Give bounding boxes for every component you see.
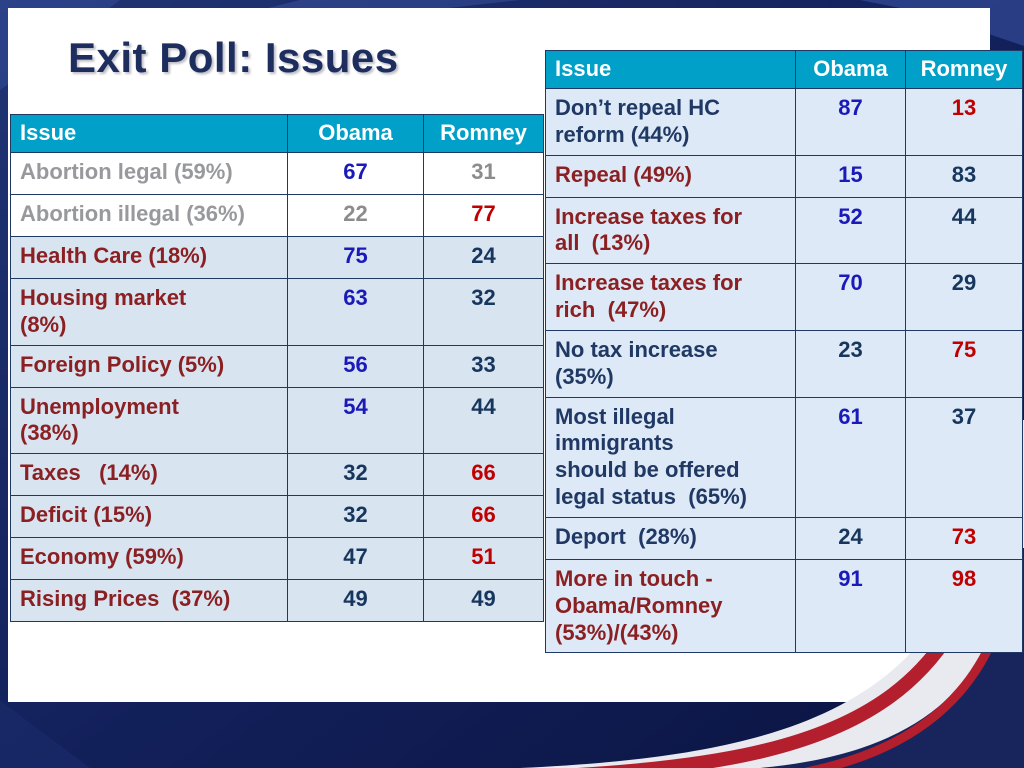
obama-value-cell: 91 [795,558,906,654]
exit-poll-table-right: Issue Obama Romney Don’t repeal HC refor… [545,50,1023,654]
obama-value-cell: 56 [287,344,424,388]
issue-cell: Deficit (15%) [10,495,288,539]
table-header-row: Issue Obama Romney [10,114,544,153]
romney-value-cell: 29 [905,263,1023,331]
romney-value-cell: 98 [905,558,1023,654]
obama-value-cell: 87 [795,88,906,156]
issue-cell: Abortion illegal (36%) [10,194,288,237]
obama-value-cell: 32 [287,453,424,497]
romney-value-cell: 75 [905,329,1023,398]
table-row: Increase taxes for rich (47%) 70 29 [545,263,1023,331]
table-row: Repeal (49%) 15 83 [545,154,1023,198]
issue-cell: Health Care (18%) [10,236,288,279]
table-row: Increase taxes for all (13%) 52 44 [545,196,1023,265]
issue-cell: Economy (59%) [10,537,288,581]
table-row: Most illegal immigrants should be offere… [545,396,1023,518]
obama-value-cell: 23 [795,329,906,398]
header-issue: Issue [545,50,796,89]
obama-value-cell: 70 [795,263,906,331]
issue-cell: Deport (28%) [545,516,796,560]
romney-value-cell: 33 [423,344,544,388]
romney-value-cell: 44 [905,196,1023,265]
slide-title: Exit Poll: Issues [68,34,399,81]
romney-value-cell: 44 [423,386,544,455]
obama-value-cell: 52 [795,196,906,265]
header-obama: Obama [287,114,424,153]
table-row: Abortion legal (59%) 67 31 [10,152,544,195]
issue-cell: More in touch - Obama/Romney (53%)/(43%) [545,558,796,654]
header-obama: Obama [795,50,906,89]
table-row: Unemployment (38%) 54 44 [10,386,544,455]
issue-cell: Most illegal immigrants should be offere… [545,396,796,518]
header-issue: Issue [10,114,288,153]
issue-cell: Increase taxes for all (13%) [545,196,796,265]
table-row: More in touch - Obama/Romney (53%)/(43%)… [545,558,1023,654]
romney-value-cell: 13 [905,88,1023,156]
romney-value-cell: 24 [423,236,544,279]
table-row: No tax increase (35%) 23 75 [545,329,1023,398]
table-header-row: Issue Obama Romney [545,50,1023,89]
issue-cell: Don’t repeal HC reform (44%) [545,88,796,156]
obama-value-cell: 15 [795,154,906,198]
table-row: Abortion illegal (36%) 22 77 [10,194,544,237]
romney-value-cell: 51 [423,537,544,581]
romney-value-cell: 73 [905,516,1023,560]
table-row: Health Care (18%) 75 24 [10,236,544,279]
romney-value-cell: 32 [423,278,544,346]
issue-cell: Increase taxes for rich (47%) [545,263,796,331]
obama-value-cell: 24 [795,516,906,560]
romney-value-cell: 31 [423,152,544,195]
obama-value-cell: 47 [287,537,424,581]
obama-value-cell: 32 [287,495,424,539]
exit-poll-table-left: Issue Obama Romney Abortion legal (59%) … [10,114,544,623]
obama-value-cell: 63 [287,278,424,346]
header-romney: Romney [905,50,1023,89]
obama-value-cell: 22 [287,194,424,237]
table-row: Deficit (15%) 32 66 [10,495,544,539]
table-row: Deport (28%) 24 73 [545,516,1023,560]
romney-value-cell: 49 [423,579,544,623]
issue-cell: Abortion legal (59%) [10,152,288,195]
obama-value-cell: 54 [287,386,424,455]
issue-cell: Housing market (8%) [10,278,288,346]
table-row: Housing market (8%) 63 32 [10,278,544,346]
header-romney: Romney [423,114,544,153]
romney-value-cell: 83 [905,154,1023,198]
issue-cell: Repeal (49%) [545,154,796,198]
romney-value-cell: 66 [423,453,544,497]
table-row: Taxes (14%) 32 66 [10,453,544,497]
obama-value-cell: 67 [287,152,424,195]
table-row: Foreign Policy (5%) 56 33 [10,344,544,388]
obama-value-cell: 61 [795,396,906,518]
table-row: Rising Prices (37%) 49 49 [10,579,544,623]
obama-value-cell: 75 [287,236,424,279]
issue-cell: Taxes (14%) [10,453,288,497]
romney-value-cell: 66 [423,495,544,539]
obama-value-cell: 49 [287,579,424,623]
issue-cell: Unemployment (38%) [10,386,288,455]
table-row: Don’t repeal HC reform (44%) 87 13 [545,88,1023,156]
romney-value-cell: 37 [905,396,1023,518]
table-row: Economy (59%) 47 51 [10,537,544,581]
issue-cell: No tax increase (35%) [545,329,796,398]
issue-cell: Rising Prices (37%) [10,579,288,623]
issue-cell: Foreign Policy (5%) [10,344,288,388]
romney-value-cell: 77 [423,194,544,237]
